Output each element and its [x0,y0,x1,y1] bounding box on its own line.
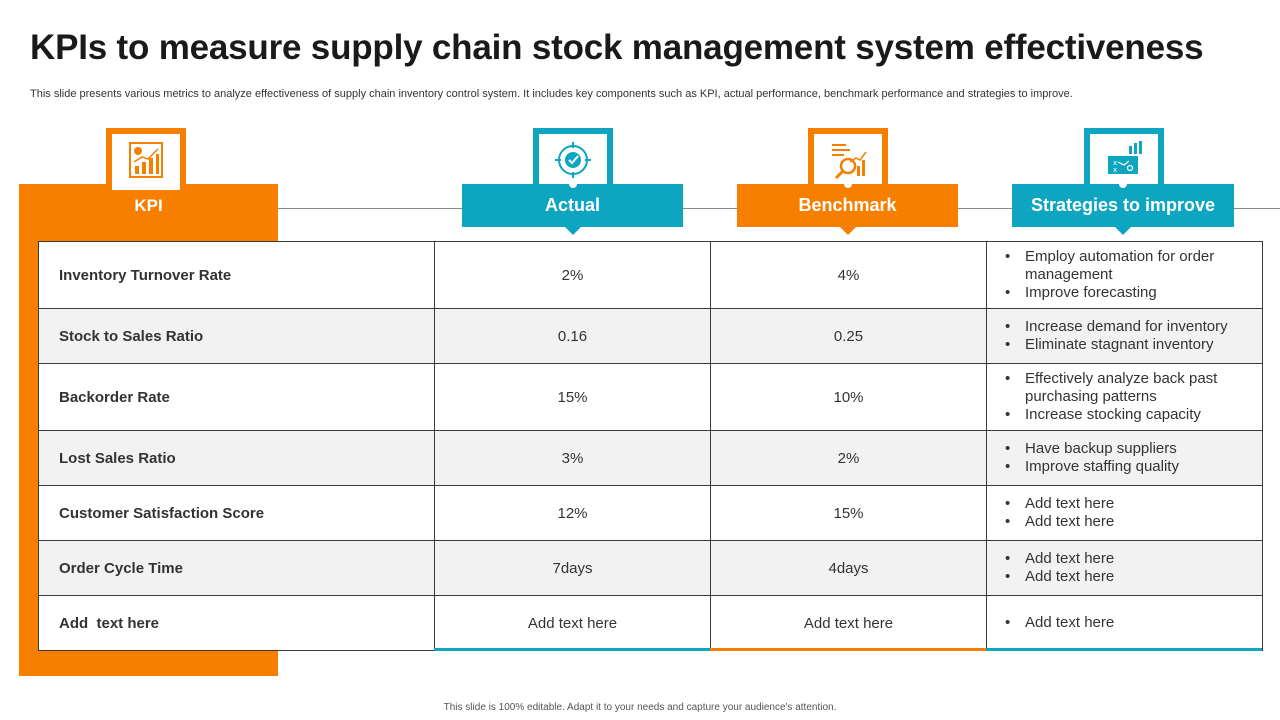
strategy-item: Add text here [1005,614,1254,632]
target-check-icon [555,142,591,178]
strategy-item: Employ automation for order management [1005,248,1254,284]
table-row: Backorder Rate 15% 10% Effectively analy… [38,363,1263,431]
kpi-cell: Add text here [38,595,435,651]
header-benchmark: Benchmark [737,180,958,235]
benchmark-cell: 2% [710,430,987,486]
benchmark-cell: 4days [710,540,987,596]
header-actual-label: Actual [544,195,600,215]
benchmark-bottom-accent [710,648,986,651]
kpi-cell: Customer Satisfaction Score [38,485,435,541]
strategies-cell: Add text here Add text here [986,485,1263,541]
strategies-cell: Add text here Add text here [986,540,1263,596]
strategy-item: Improve forecasting [1005,284,1254,302]
table-row: Add text here Add text here Add text her… [38,595,1263,651]
actual-icon-box [533,128,613,190]
actual-cell: 0.16 [434,308,711,364]
header-actual-notch [564,227,581,235]
actual-bottom-accent [434,648,710,651]
strategy-item: Eliminate stagnant inventory [1005,336,1254,354]
header-benchmark-notch [839,227,856,235]
actual-cell: 12% [434,485,711,541]
header-kpi: KPI [134,195,163,215]
actual-cell: Add text here [434,595,711,651]
strategies-cell: Add text here [986,595,1263,651]
strategy-item: Improve staffing quality [1005,458,1254,476]
kpi-table: Inventory Turnover Rate 2% 4% Employ aut… [38,241,1263,651]
actual-cell: 3% [434,430,711,486]
benchmark-cell: 10% [710,363,987,431]
header-strategies: Strategies to improve [1012,180,1234,235]
strategy-item: Add text here [1005,513,1254,531]
benchmark-cell: 0.25 [710,308,987,364]
table-row: Customer Satisfaction Score 12% 15% Add … [38,485,1263,541]
strategy-item: Add text here [1005,568,1254,586]
kpi-cell: Stock to Sales Ratio [38,308,435,364]
svg-text:x: x [1113,166,1117,174]
benchmark-icon-box [808,128,888,190]
table-row: Stock to Sales Ratio 0.16 0.25 Increase … [38,308,1263,364]
actual-cell: 15% [434,363,711,431]
header-actual-dot [568,180,577,188]
strategies-cell: Effectively analyze back past purchasing… [986,363,1263,431]
strategies-icon-box: x x [1084,128,1164,190]
kpi-cell: Lost Sales Ratio [38,430,435,486]
table-row: Lost Sales Ratio 3% 2% Have backup suppl… [38,430,1263,486]
strategy-item: Add text here [1005,495,1254,513]
strategy-item: Add text here [1005,550,1254,568]
header-benchmark-label: Benchmark [798,195,897,215]
strategies-cell: Employ automation for order management I… [986,241,1263,309]
strategy-item: Increase demand for inventory [1005,318,1254,336]
bar-chart-document-icon [129,142,163,178]
table-row: Inventory Turnover Rate 2% 4% Employ aut… [38,241,1263,309]
actual-cell: 2% [434,241,711,309]
benchmark-cell: 4% [710,241,987,309]
benchmark-cell: Add text here [710,595,987,651]
header-strategies-notch [1115,227,1131,235]
analysis-magnifier-icon [832,144,867,180]
strategy-item: Have backup suppliers [1005,440,1254,458]
page-subtitle: This slide presents various metrics to a… [30,88,1073,100]
strategy-item: Effectively analyze back past purchasing… [1005,370,1254,406]
table-row: Order Cycle Time 7days 4days Add text he… [38,540,1263,596]
kpi-icon-box [106,128,186,190]
footer-note: This slide is 100% editable. Adapt it to… [443,702,837,713]
svg-text:x: x [1113,159,1117,167]
actual-cell: 7days [434,540,711,596]
strategy-item: Increase stocking capacity [1005,406,1254,424]
page-title: KPIs to measure supply chain stock manag… [30,28,1204,67]
kpi-cell: Order Cycle Time [38,540,435,596]
header-benchmark-dot [843,180,852,188]
header-strategies-dot [1119,180,1127,188]
kpi-cell: Inventory Turnover Rate [38,241,435,309]
strategy-board-icon: x x [1108,141,1142,174]
benchmark-cell: 15% [710,485,987,541]
header-strategies-label: Strategies to improve [1030,195,1216,215]
header-actual: Actual [462,180,683,235]
strategies-bottom-accent [986,648,1262,651]
strategies-cell: Increase demand for inventory Eliminate … [986,308,1263,364]
strategies-cell: Have backup suppliers Improve staffing q… [986,430,1263,486]
kpi-cell: Backorder Rate [38,363,435,431]
